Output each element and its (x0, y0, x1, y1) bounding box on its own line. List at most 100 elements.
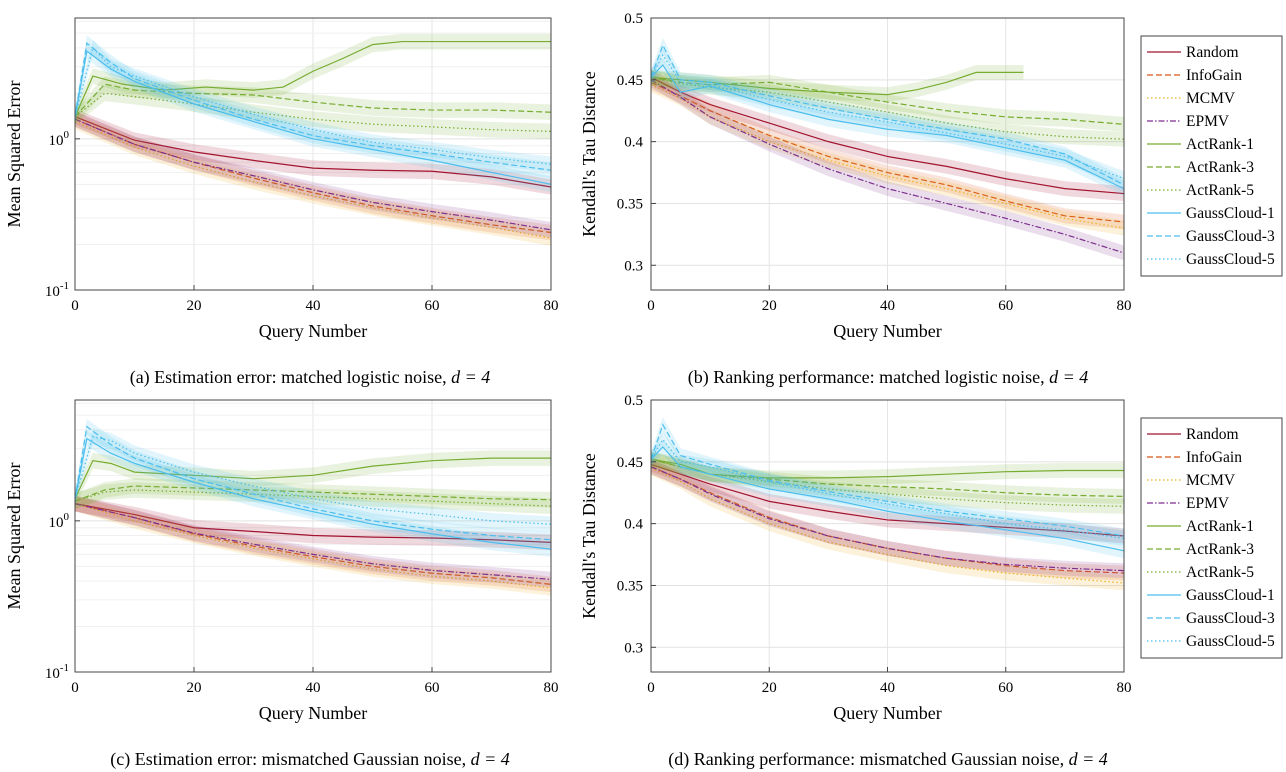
line-epmv (650, 79, 1125, 254)
legend-label-random: Random (1186, 44, 1239, 61)
y-tick-label: 0.45 (617, 455, 643, 471)
legend-label-mcmv: MCMV (1186, 472, 1236, 489)
legend-label-gausscloud-1: GaussCloud-1 (1186, 587, 1275, 604)
band-random (651, 69, 1124, 201)
band-random (75, 108, 551, 195)
x-tick-label: 0 (647, 298, 655, 314)
legend: Random InfoGain MCMV EPMV ActRank-1 ActRank-3… (1140, 417, 1283, 659)
x-axis-label: Query Number (259, 703, 367, 723)
x-tick-label: 80 (544, 680, 559, 696)
line-gausscloud-3 (650, 43, 1125, 186)
line-actrank-5 (74, 92, 552, 132)
band-epmv (75, 111, 551, 238)
legend-label-infogain: InfoGain (1186, 449, 1242, 466)
line-gausscloud-1 (74, 50, 552, 185)
line-infogain (650, 81, 1125, 223)
y-tick-label: 0.35 (617, 196, 643, 212)
line-actrank-1 (650, 458, 1124, 479)
legend-label-gausscloud-5: GaussCloud-5 (1186, 633, 1275, 650)
line-epmv (74, 118, 552, 231)
legend-label-gausscloud-5: GaussCloud-5 (1186, 251, 1275, 268)
line-mcmv (650, 84, 1125, 229)
legend-label-infogain: InfoGain (1186, 67, 1242, 84)
band-actrank-3 (75, 478, 551, 509)
band-actrank-5 (75, 85, 551, 140)
legend-label-mcmv: MCMV (1186, 90, 1236, 107)
y-axis-label: Kendall's Tau Distance (579, 71, 599, 237)
x-tick-label: 0 (71, 680, 79, 696)
band-epmv (651, 72, 1124, 261)
band-random (651, 456, 1124, 544)
band-infogain (75, 495, 551, 593)
band-actrank-1 (651, 64, 1024, 103)
y-tick-label: 0.4 (624, 517, 643, 533)
legend-box (1140, 35, 1283, 277)
line-gausscloud-1 (650, 64, 1125, 190)
x-tick-label: 20 (762, 298, 777, 314)
y-tick-label: 0.3 (624, 258, 643, 274)
series-group (74, 33, 552, 247)
band-gausscloud-1 (651, 57, 1124, 197)
legend-label-epmv: EPMV (1186, 113, 1230, 130)
line-gausscloud-3 (74, 41, 552, 171)
legend-box (1140, 417, 1283, 659)
legend-label-gausscloud-3: GaussCloud-3 (1186, 610, 1275, 627)
line-actrank-3 (650, 76, 1125, 125)
line-epmv (74, 503, 552, 580)
y-tick-label: 0.35 (617, 578, 643, 594)
band-gausscloud-5 (75, 40, 551, 172)
legend-label-actrank-1: ActRank-1 (1186, 136, 1254, 153)
band-actrank-5 (651, 69, 1124, 147)
caption: (d) Ranking performance: mismatched Gaus… (668, 749, 1108, 770)
line-random (74, 116, 552, 188)
line-actrank-1 (74, 40, 551, 117)
line-gausscloud-5 (74, 46, 552, 165)
x-tick-label: 80 (1117, 298, 1132, 314)
x-tick-label: 80 (544, 298, 559, 314)
line-actrank-5 (74, 489, 552, 507)
y-tick-label: 0.45 (617, 73, 643, 89)
line-actrank-3 (74, 83, 552, 118)
series-group (74, 418, 552, 596)
y-tick-label: 10-1 (45, 280, 69, 300)
caption: (c) Estimation error: mismatched Gaussia… (110, 749, 510, 770)
band-mcmv (651, 77, 1124, 236)
band-epmv (651, 459, 1124, 579)
line-gausscloud-1 (74, 437, 552, 550)
line-random (650, 463, 1125, 537)
y-tick-label: 100 (49, 511, 70, 531)
legend-label-random: Random (1186, 426, 1239, 443)
band-gausscloud-3 (651, 417, 1124, 544)
y-tick-label: 0.3 (624, 640, 643, 656)
band-random (75, 495, 551, 551)
line-actrank-1 (74, 457, 551, 499)
y-axis-label: Kendall's Tau Distance (579, 453, 599, 619)
line-gausscloud-3 (650, 423, 1125, 537)
chart-panel-d: 0 20 40 60 80 0.3 0.35 0.4 0.45 0.5 Query Number Ke… (579, 393, 1283, 770)
line-gausscloud-3 (74, 425, 552, 541)
band-infogain (651, 74, 1124, 230)
x-tick-label: 60 (998, 298, 1013, 314)
y-axis-label: Mean Squared Error (4, 81, 24, 228)
chart-panel-a: 0 20 40 60 80 10-1 100 Query Number Mean Squared… (4, 17, 559, 388)
band-actrank-3 (75, 76, 551, 125)
line-gausscloud-5 (650, 53, 1125, 180)
x-tick-label: 0 (71, 298, 79, 314)
band-mcmv (75, 113, 551, 247)
band-mcmv (651, 460, 1124, 591)
band-gausscloud-1 (651, 439, 1124, 559)
line-random (650, 76, 1125, 195)
y-tick-label: 0.5 (624, 393, 643, 409)
caption: (a) Estimation error: matched logistic n… (130, 367, 491, 388)
y-tick-label: 10-1 (45, 662, 69, 682)
x-axis-label: Query Number (833, 703, 941, 723)
series-group (650, 417, 1125, 591)
band-actrank-3 (651, 451, 1124, 504)
y-tick-label: 0.4 (624, 135, 643, 151)
x-tick-label: 40 (306, 298, 321, 314)
legend-label-gausscloud-1: GaussCloud-1 (1186, 205, 1275, 222)
band-actrank-5 (75, 482, 551, 514)
band-gausscloud-5 (651, 47, 1124, 187)
line-actrank-3 (74, 485, 552, 502)
